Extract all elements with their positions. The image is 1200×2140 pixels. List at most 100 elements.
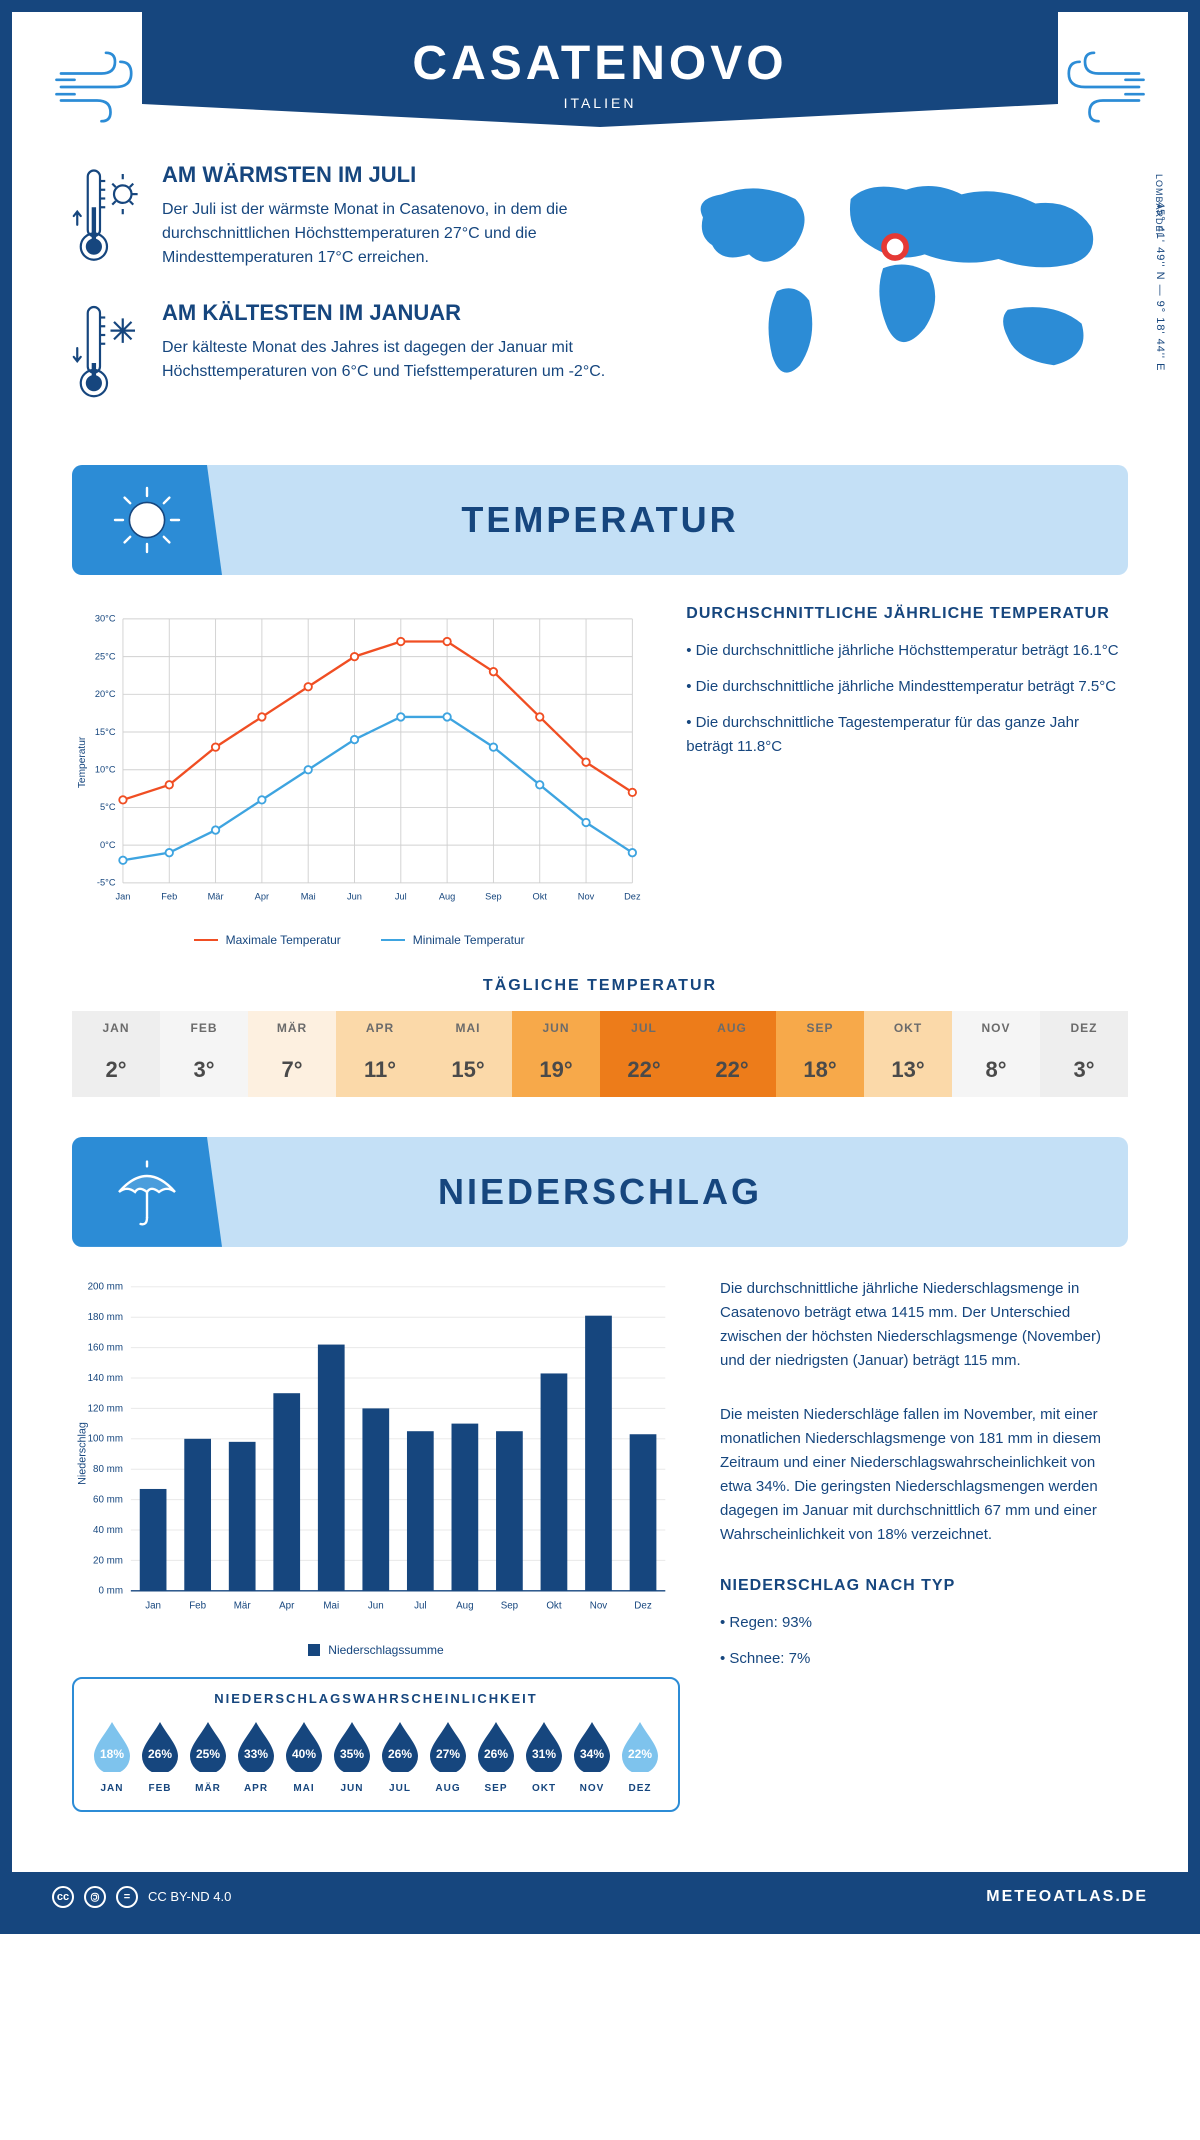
svg-text:Okt: Okt (533, 892, 548, 902)
svg-text:120 mm: 120 mm (88, 1403, 123, 1414)
svg-text:Mai: Mai (323, 1600, 339, 1611)
coordinates: 45° 41' 49'' N — 9° 18' 44'' E (1154, 202, 1166, 371)
warmest-title: AM WÄRMSTEN IM JULI (162, 162, 626, 188)
svg-text:Apr: Apr (279, 1600, 295, 1611)
temp-cell: NOV8° (952, 1011, 1040, 1097)
svg-text:22%: 22% (628, 1747, 652, 1761)
svg-text:Mai: Mai (301, 892, 316, 902)
warmest-block: AM WÄRMSTEN IM JULI Der Juli ist der wär… (72, 162, 626, 270)
svg-text:Jan: Jan (145, 1600, 161, 1611)
temperature-summary: DURCHSCHNITTLICHE JÄHRLICHE TEMPERATUR •… (686, 605, 1128, 947)
by-icon: 🄯 (84, 1886, 106, 1908)
wind-icon-right (1058, 42, 1148, 132)
coldest-text: Der kälteste Monat des Jahres ist dagege… (162, 336, 626, 384)
thermometer-sun-icon (72, 162, 142, 270)
svg-text:Jun: Jun (347, 892, 362, 902)
svg-text:Aug: Aug (456, 1600, 473, 1611)
svg-text:Feb: Feb (189, 1600, 206, 1611)
temp-cell: SEP18° (776, 1011, 864, 1097)
svg-text:26%: 26% (148, 1747, 172, 1761)
svg-text:15°C: 15°C (95, 727, 116, 737)
prob-drop: 26% FEB (138, 1718, 182, 1794)
temp-cell: DEZ3° (1040, 1011, 1128, 1097)
temp-cell: MÄR7° (248, 1011, 336, 1097)
intro-row: AM WÄRMSTEN IM JULI Der Juli ist der wär… (72, 162, 1128, 435)
umbrella-icon (107, 1152, 187, 1232)
country-subtitle: ITALIEN (162, 95, 1038, 111)
temp-cell: JUL22° (600, 1011, 688, 1097)
svg-text:Dez: Dez (634, 1600, 652, 1611)
precipitation-banner: NIEDERSCHLAG (72, 1137, 1128, 1247)
nd-icon: = (116, 1886, 138, 1908)
svg-text:26%: 26% (484, 1747, 508, 1761)
svg-text:Okt: Okt (546, 1600, 562, 1611)
svg-text:5°C: 5°C (100, 802, 116, 812)
svg-text:Aug: Aug (439, 892, 455, 902)
prob-drop: 33% APR (234, 1718, 278, 1794)
site-name: METEOATLAS.DE (986, 1888, 1148, 1906)
temp-cell: APR11° (336, 1011, 424, 1097)
temperature-heading: TEMPERATUR (222, 499, 1128, 541)
svg-text:180 mm: 180 mm (88, 1312, 123, 1323)
header: CASATENOVO ITALIEN (12, 12, 1188, 132)
svg-text:34%: 34% (580, 1747, 604, 1761)
prob-drop: 26% JUL (378, 1718, 422, 1794)
temperature-banner: TEMPERATUR (72, 465, 1128, 575)
svg-text:200 mm: 200 mm (88, 1282, 123, 1293)
warmest-text: Der Juli ist der wärmste Monat in Casate… (162, 198, 626, 270)
temp-cell: JUN19° (512, 1011, 600, 1097)
svg-text:Mär: Mär (208, 892, 224, 902)
svg-text:80 mm: 80 mm (93, 1464, 123, 1475)
svg-text:27%: 27% (436, 1747, 460, 1761)
temp-cell: AUG22° (688, 1011, 776, 1097)
title-banner: CASATENOVO ITALIEN (142, 12, 1058, 127)
svg-text:35%: 35% (340, 1747, 364, 1761)
svg-text:26%: 26% (388, 1747, 412, 1761)
prob-drop: 34% NOV (570, 1718, 614, 1794)
precipitation-heading: NIEDERSCHLAG (222, 1171, 1128, 1213)
svg-text:Jan: Jan (115, 892, 130, 902)
precipitation-probability: NIEDERSCHLAGSWAHRSCHEINLICHKEIT 18% JAN … (72, 1677, 680, 1812)
svg-text:31%: 31% (532, 1747, 556, 1761)
svg-text:25°C: 25°C (95, 651, 116, 661)
coldest-title: AM KÄLTESTEN IM JANUAR (162, 300, 626, 326)
city-title: CASATENOVO (162, 36, 1038, 91)
legend-max: Maximale Temperatur (194, 933, 341, 947)
footer: cc 🄯 = CC BY-ND 4.0 METEOATLAS.DE (12, 1872, 1188, 1922)
temp-cell: OKT13° (864, 1011, 952, 1097)
svg-text:30°C: 30°C (95, 614, 116, 624)
svg-text:Dez: Dez (624, 892, 641, 902)
legend-min: Minimale Temperatur (381, 933, 525, 947)
prob-drop: 31% OKT (522, 1718, 566, 1794)
license-text: CC BY-ND 4.0 (148, 1889, 231, 1904)
svg-text:Sep: Sep (501, 1600, 519, 1611)
prob-drop: 40% MAI (282, 1718, 326, 1794)
svg-text:Jul: Jul (414, 1600, 427, 1611)
svg-text:60 mm: 60 mm (93, 1494, 123, 1505)
precipitation-chart: 0 mm20 mm40 mm60 mm80 mm100 mm120 mm140 … (72, 1277, 680, 1657)
svg-text:Jul: Jul (395, 892, 407, 902)
svg-text:Mär: Mär (234, 1600, 252, 1611)
prob-drop: 22% DEZ (618, 1718, 662, 1794)
svg-text:Sep: Sep (485, 892, 501, 902)
precipitation-summary: Die durchschnittliche jährliche Niedersc… (720, 1277, 1128, 1812)
svg-text:-5°C: -5°C (97, 878, 116, 888)
svg-text:25%: 25% (196, 1747, 220, 1761)
temperature-chart: -5°C0°C5°C10°C15°C20°C25°C30°CJanFebMärA… (72, 605, 646, 947)
svg-text:Temperatur: Temperatur (77, 736, 88, 788)
daily-temperature-table: TÄGLICHE TEMPERATUR JAN2°FEB3°MÄR7°APR11… (72, 977, 1128, 1097)
svg-text:Feb: Feb (161, 892, 177, 902)
svg-text:40 mm: 40 mm (93, 1525, 123, 1536)
svg-text:Apr: Apr (255, 892, 269, 902)
infographic-frame: CASATENOVO ITALIEN (0, 0, 1200, 1934)
svg-text:33%: 33% (244, 1747, 268, 1761)
temp-cell: MAI15° (424, 1011, 512, 1097)
temp-cell: FEB3° (160, 1011, 248, 1097)
prob-drop: 35% JUN (330, 1718, 374, 1794)
svg-text:100 mm: 100 mm (88, 1434, 123, 1445)
temp-cell: JAN2° (72, 1011, 160, 1097)
svg-text:140 mm: 140 mm (88, 1373, 123, 1384)
svg-text:160 mm: 160 mm (88, 1342, 123, 1353)
prob-drop: 18% JAN (90, 1718, 134, 1794)
wind-icon-left (52, 42, 142, 132)
